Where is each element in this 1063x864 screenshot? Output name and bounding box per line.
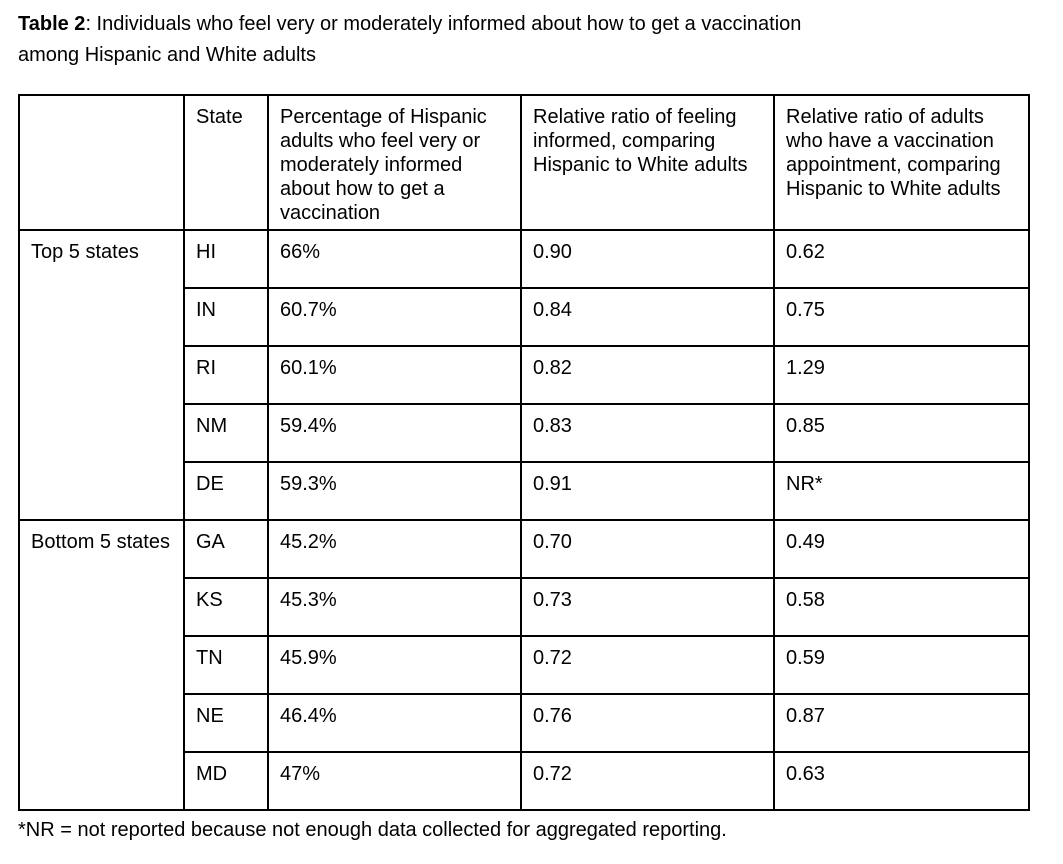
ratio-appointment-cell: 0.87: [773, 693, 1030, 753]
state-cell: NM: [183, 403, 269, 463]
ratio-informed-cell: 0.82: [520, 345, 775, 405]
document-page: Table 2: Individuals who feel very or mo…: [18, 9, 1030, 841]
pct-cell: 59.4%: [267, 403, 522, 463]
ratio-informed-cell: 0.90: [520, 229, 775, 289]
header-corner-cell: [18, 94, 185, 231]
state-cell: RI: [183, 345, 269, 405]
table-row-nm: NM 59.4% 0.83 0.85: [19, 403, 1030, 463]
state-cell: GA: [183, 519, 269, 579]
ratio-informed-cell: 0.73: [520, 577, 775, 637]
ratio-appointment-cell: 0.49: [773, 519, 1030, 579]
table-row-ks: KS 45.3% 0.73 0.58: [19, 577, 1030, 637]
table-row-hi: Top 5 states HI 66% 0.90 0.62: [18, 229, 1030, 521]
table-row-ri: RI 60.1% 0.82 1.29: [19, 345, 1030, 405]
pct-cell: 45.9%: [267, 635, 522, 695]
header-percentage-informed: Percentage of Hispanic adults who feel v…: [267, 94, 522, 231]
ratio-informed-cell: 0.76: [520, 693, 775, 753]
ratio-appointment-cell: 0.63: [773, 751, 1030, 811]
header-state: State: [183, 94, 269, 231]
header-ratio-appointment: Relative ratio of adults who have a vacc…: [773, 94, 1030, 231]
group-label-top5: Top 5 states: [18, 229, 185, 521]
pct-cell: 66%: [267, 229, 522, 289]
informed-states-table: State Percentage of Hispanic adults who …: [18, 94, 1030, 811]
pct-cell: 45.2%: [267, 519, 522, 579]
table-row-ga: Bottom 5 states GA 45.2% 0.70 0.49: [18, 519, 1030, 811]
pct-cell: 60.7%: [267, 287, 522, 347]
state-cell: DE: [183, 461, 269, 521]
table-row-de: DE 59.3% 0.91 NR*: [19, 461, 1030, 521]
ratio-appointment-cell: 0.85: [773, 403, 1030, 463]
ratio-informed-cell: 0.83: [520, 403, 775, 463]
state-cell: KS: [183, 577, 269, 637]
ratio-informed-cell: 0.72: [520, 751, 775, 811]
ratio-appointment-cell: 0.62: [773, 229, 1030, 289]
group-label-bottom5: Bottom 5 states: [18, 519, 185, 811]
state-cell: MD: [183, 751, 269, 811]
ratio-appointment-cell: 1.29: [773, 345, 1030, 405]
ratio-appointment-cell: 0.75: [773, 287, 1030, 347]
ratio-informed-cell: 0.84: [520, 287, 775, 347]
ratio-appointment-cell: NR*: [773, 461, 1030, 521]
table-row-ne: NE 46.4% 0.76 0.87: [19, 693, 1030, 753]
ratio-appointment-cell: 0.59: [773, 635, 1030, 695]
pct-cell: 59.3%: [267, 461, 522, 521]
table-row-tn: TN 45.9% 0.72 0.59: [19, 635, 1030, 695]
ratio-informed-cell: 0.72: [520, 635, 775, 695]
table-title-line1: : Individuals who feel very or moderatel…: [85, 13, 802, 35]
table-title-number: Table 2: [18, 13, 86, 35]
state-cell: NE: [183, 693, 269, 753]
header-ratio-informed: Relative ratio of feeling informed, comp…: [520, 94, 775, 231]
pct-cell: 47%: [267, 751, 522, 811]
nr-footnote: *NR = not reported because not enough da…: [18, 819, 727, 841]
table-title-line2: among Hispanic and White adults: [18, 44, 316, 66]
table-title: Table 2: Individuals who feel very or mo…: [18, 9, 1028, 71]
table-row-md: MD 47% 0.72 0.63: [19, 751, 1030, 811]
header-row: State Percentage of Hispanic adults who …: [18, 94, 1030, 231]
ratio-appointment-cell: 0.58: [773, 577, 1030, 637]
table-row-in: IN 60.7% 0.84 0.75: [19, 287, 1030, 347]
state-cell: IN: [183, 287, 269, 347]
state-cell: HI: [183, 229, 269, 289]
pct-cell: 46.4%: [267, 693, 522, 753]
pct-cell: 60.1%: [267, 345, 522, 405]
ratio-informed-cell: 0.70: [520, 519, 775, 579]
pct-cell: 45.3%: [267, 577, 522, 637]
ratio-informed-cell: 0.91: [520, 461, 775, 521]
state-cell: TN: [183, 635, 269, 695]
